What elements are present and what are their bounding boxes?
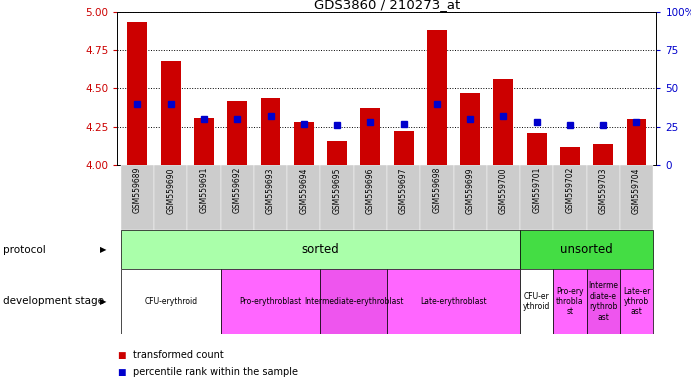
- Bar: [427, 30, 447, 165]
- Bar: [627, 119, 647, 165]
- Bar: [553, 165, 587, 230]
- Text: GSM559703: GSM559703: [598, 167, 607, 214]
- Text: Intermediate-erythroblast: Intermediate-erythroblast: [304, 297, 404, 306]
- Text: GSM559697: GSM559697: [399, 167, 408, 214]
- Bar: [387, 269, 520, 334]
- Text: GSM559696: GSM559696: [366, 167, 375, 214]
- Bar: [287, 165, 321, 230]
- Bar: [121, 230, 520, 269]
- Text: Interme
diate-e
rythrob
ast: Interme diate-e rythrob ast: [588, 281, 618, 321]
- Text: protocol: protocol: [3, 245, 46, 255]
- Bar: [587, 165, 620, 230]
- Bar: [360, 108, 380, 165]
- Bar: [486, 165, 520, 230]
- Bar: [520, 230, 653, 269]
- Bar: [594, 144, 613, 165]
- Bar: [453, 165, 486, 230]
- Text: CFU-erythroid: CFU-erythroid: [144, 297, 197, 306]
- Bar: [121, 165, 154, 230]
- Text: GSM559702: GSM559702: [565, 167, 574, 214]
- Text: Pro-erythroblast: Pro-erythroblast: [239, 297, 302, 306]
- Text: GSM559690: GSM559690: [167, 167, 176, 214]
- Text: GSM559700: GSM559700: [499, 167, 508, 214]
- Text: ▶: ▶: [100, 297, 106, 306]
- Bar: [227, 101, 247, 165]
- Text: Pro-ery
throbla
st: Pro-ery throbla st: [556, 286, 584, 316]
- Bar: [354, 165, 387, 230]
- Bar: [394, 131, 414, 165]
- Bar: [620, 165, 653, 230]
- Bar: [321, 269, 387, 334]
- Text: GSM559699: GSM559699: [466, 167, 475, 214]
- Text: GSM559698: GSM559698: [433, 167, 442, 214]
- Text: sorted: sorted: [301, 243, 339, 256]
- Bar: [420, 165, 453, 230]
- Bar: [121, 269, 220, 334]
- Bar: [560, 147, 580, 165]
- Title: GDS3860 / 210273_at: GDS3860 / 210273_at: [314, 0, 460, 12]
- Bar: [387, 165, 420, 230]
- Bar: [161, 61, 180, 165]
- Text: transformed count: transformed count: [133, 350, 223, 360]
- Bar: [587, 269, 620, 334]
- Bar: [154, 165, 187, 230]
- Bar: [520, 269, 553, 334]
- Bar: [327, 141, 347, 165]
- Bar: [321, 165, 354, 230]
- Bar: [220, 269, 321, 334]
- Bar: [460, 93, 480, 165]
- Bar: [127, 22, 147, 165]
- Bar: [220, 165, 254, 230]
- Bar: [553, 269, 587, 334]
- Text: GSM559689: GSM559689: [133, 167, 142, 214]
- Bar: [493, 79, 513, 165]
- Text: ▶: ▶: [100, 245, 106, 254]
- Text: development stage: development stage: [3, 296, 104, 306]
- Bar: [254, 165, 287, 230]
- Text: GSM559692: GSM559692: [233, 167, 242, 214]
- Bar: [187, 165, 220, 230]
- Bar: [294, 122, 314, 165]
- Bar: [261, 98, 281, 165]
- Bar: [194, 118, 214, 165]
- Text: GSM559701: GSM559701: [532, 167, 541, 214]
- Text: GSM559694: GSM559694: [299, 167, 308, 214]
- Text: unsorted: unsorted: [560, 243, 613, 256]
- Text: GSM559695: GSM559695: [332, 167, 341, 214]
- Bar: [520, 165, 553, 230]
- Text: GSM559691: GSM559691: [200, 167, 209, 214]
- Text: Late-er
ythrob
ast: Late-er ythrob ast: [623, 286, 650, 316]
- Text: GSM559693: GSM559693: [266, 167, 275, 214]
- Text: ■: ■: [117, 368, 126, 377]
- Text: percentile rank within the sample: percentile rank within the sample: [133, 367, 298, 377]
- Text: Late-erythroblast: Late-erythroblast: [420, 297, 487, 306]
- Text: CFU-er
ythroid: CFU-er ythroid: [523, 292, 550, 311]
- Text: ■: ■: [117, 351, 126, 360]
- Text: GSM559704: GSM559704: [632, 167, 641, 214]
- Bar: [527, 133, 547, 165]
- Bar: [620, 269, 653, 334]
